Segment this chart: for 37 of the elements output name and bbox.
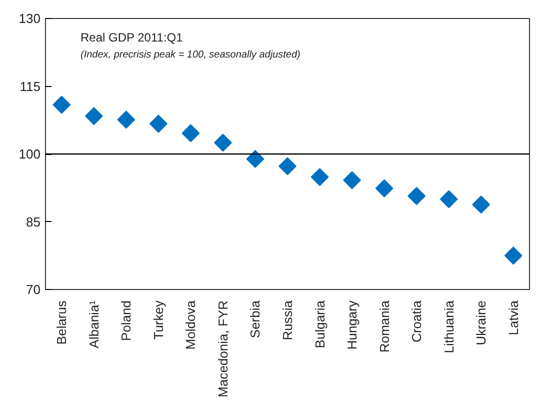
x-tick-label: Ukraine [474,300,489,346]
y-tick-label: 115 [20,78,41,94]
point [246,150,264,168]
x-tick-label: Croatia [409,300,424,342]
x-tick-label: Hungary [344,300,360,350]
point [214,134,232,152]
x-tick-label: Turkey [150,300,166,340]
point [343,171,362,190]
x-tick-label: Macedonia, FYR [215,300,230,398]
point [149,114,168,133]
x-tick-label: Serbia [248,300,263,338]
point [440,190,458,208]
text: (Index, precrisis peak = 100, seasonally adjusted) [80,50,300,60]
point [375,179,394,198]
point [52,96,71,114]
point [84,107,103,126]
y-tick-label: 85 [26,214,41,230]
point [278,157,296,176]
x-tick-label: Russia [280,300,295,340]
x-tick-label: Latvia [506,300,521,336]
x-tick-label: Belarus [54,300,70,345]
point [472,196,490,214]
point [310,168,329,186]
y-tick-label: 100 [18,146,41,162]
x-tick-label: Albania¹ [86,300,102,348]
text: Real GDP 2011:Q1 [80,30,184,44]
x-tick-label: Poland [118,300,134,341]
point [504,246,522,265]
point [408,187,426,205]
x-tick-label: Lithuania [441,300,456,354]
point [117,110,136,129]
x-tick-label: Bulgaria [312,300,328,348]
x-tick-label: Romania [376,300,392,353]
y-tick-label: 130 [18,11,41,26]
x-tick-label: Moldova [183,300,198,350]
y-tick-label: 70 [26,282,41,297]
point [182,124,200,142]
